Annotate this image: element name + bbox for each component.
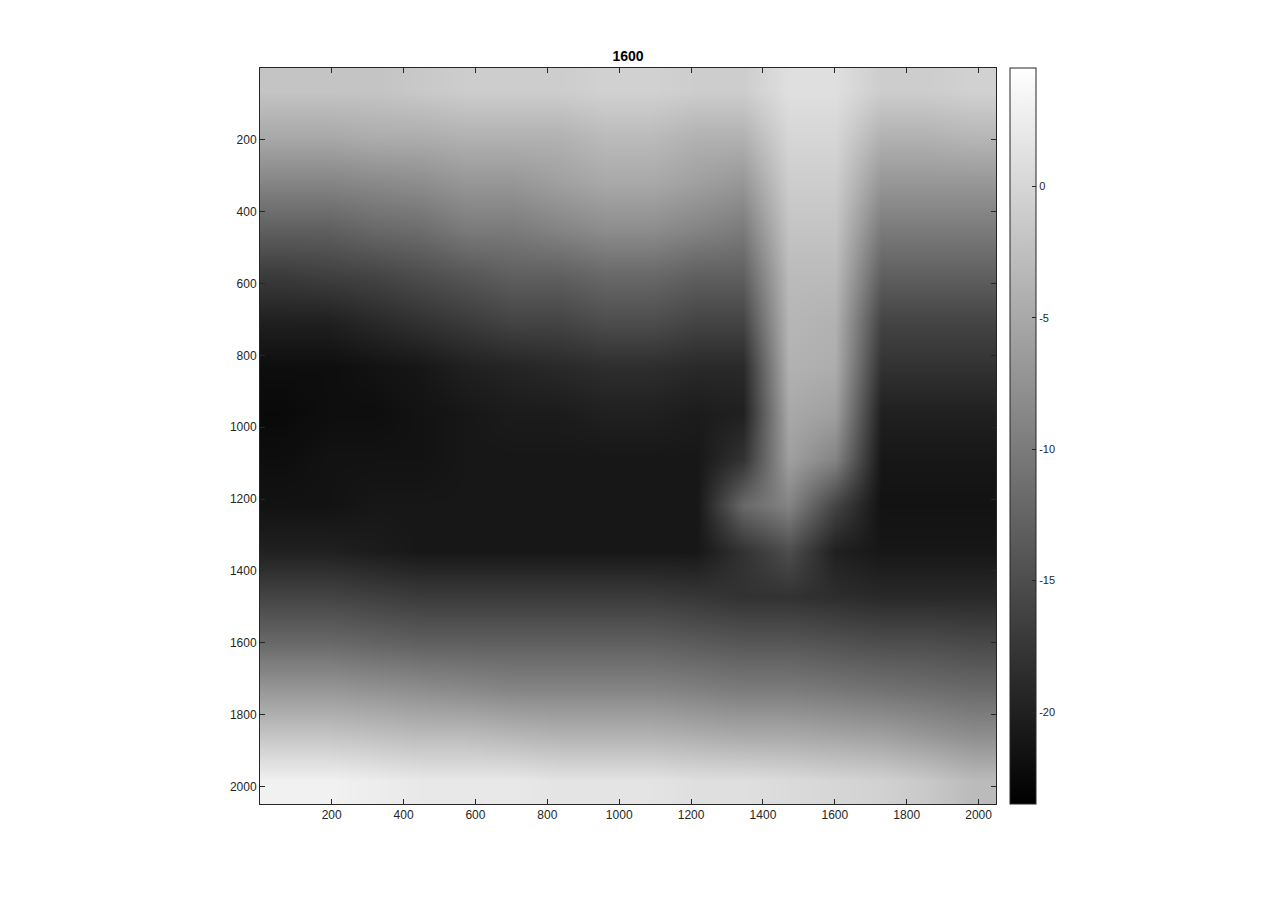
svg-text:-20: -20 — [1039, 706, 1055, 718]
svg-text:1000: 1000 — [606, 808, 633, 822]
svg-text:1800: 1800 — [893, 808, 920, 822]
svg-text:-10: -10 — [1039, 443, 1055, 455]
svg-text:-5: -5 — [1039, 312, 1049, 324]
svg-text:1000: 1000 — [230, 420, 257, 434]
svg-text:400: 400 — [394, 808, 414, 822]
svg-text:800: 800 — [537, 808, 557, 822]
svg-text:-15: -15 — [1039, 574, 1055, 586]
svg-text:1600: 1600 — [821, 808, 848, 822]
svg-text:1600: 1600 — [612, 48, 643, 64]
svg-text:1600: 1600 — [230, 636, 257, 650]
svg-text:400: 400 — [237, 205, 257, 219]
svg-text:0: 0 — [1039, 180, 1045, 192]
svg-text:1400: 1400 — [750, 808, 777, 822]
svg-text:800: 800 — [237, 349, 257, 363]
svg-text:1400: 1400 — [230, 564, 257, 578]
svg-text:600: 600 — [465, 808, 485, 822]
svg-text:2000: 2000 — [965, 808, 992, 822]
svg-text:1200: 1200 — [230, 492, 257, 506]
svg-text:2000: 2000 — [230, 780, 257, 794]
svg-text:1800: 1800 — [230, 708, 257, 722]
svg-text:600: 600 — [237, 277, 257, 291]
svg-text:200: 200 — [322, 808, 342, 822]
svg-text:200: 200 — [237, 133, 257, 147]
svg-text:1200: 1200 — [678, 808, 705, 822]
